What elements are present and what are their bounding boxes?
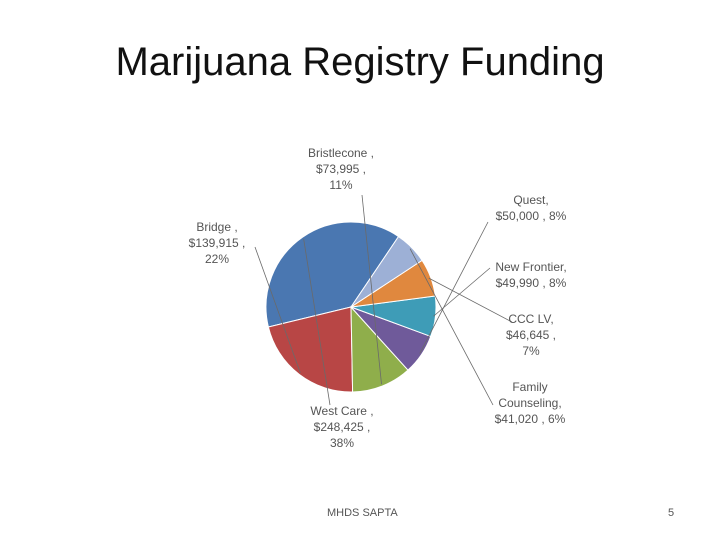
leader-line [303, 238, 331, 406]
pie-slice-family-counseling [350, 235, 423, 308]
slice-label-line: $46,645 , [506, 328, 556, 342]
slice-label-line: Bristlecone , [308, 146, 374, 160]
slice-label: Quest, $50,000 , 8% [496, 193, 567, 223]
slice-label-line: $50,000 , 8% [496, 209, 567, 223]
slice-label-line: 22% [205, 252, 229, 266]
slice-label-line: CCC LV, [508, 312, 553, 326]
pie-slice-west-care [265, 221, 400, 328]
page-number: 5 [668, 507, 675, 519]
slice-label-line: 38% [330, 436, 354, 450]
slice-label-line: $41,020 , 6% [495, 412, 566, 426]
pie-slice-bridge [267, 306, 354, 393]
slice-label: Family Counseling, $41,020 , 6% [495, 380, 566, 426]
slice-label-line: New Frontier, [495, 260, 566, 274]
footer-source: MHDS SAPTA [327, 507, 398, 519]
slice-label-line: Counseling, [498, 396, 561, 410]
slice-label-line: $49,990 , 8% [496, 276, 567, 290]
leader-line [361, 194, 382, 385]
slide-title: Marijuana Registry Funding [115, 40, 605, 84]
leader-line [419, 221, 489, 354]
leader-line [433, 267, 491, 317]
leader-line [428, 277, 513, 323]
leader-line [409, 248, 494, 406]
slice-label-line: Quest, [513, 193, 548, 207]
slice-label: Bridge , $139,915 , 22% [189, 220, 246, 266]
slice-label: New Frontier, $49,990 , 8% [495, 260, 566, 290]
slice-label-line: $248,425 , [314, 420, 371, 434]
leader-line [254, 246, 301, 373]
slice-label: CCC LV, $46,645 , 7% [506, 312, 556, 358]
slice-label: Bristlecone , $73,995 , 11% [308, 146, 374, 192]
slice-label-line: $139,915 , [189, 236, 246, 250]
slice-label-line: 7% [522, 344, 540, 358]
slice-label-line: $73,995 , [316, 162, 366, 176]
slice-label-line: Family [512, 380, 547, 394]
slice-label-line: Bridge , [196, 220, 237, 234]
slice-label-line: 11% [329, 178, 352, 192]
slice-label-line: West Care , [310, 404, 373, 418]
slice-label: West Care , $248,425 , 38% [310, 404, 373, 450]
